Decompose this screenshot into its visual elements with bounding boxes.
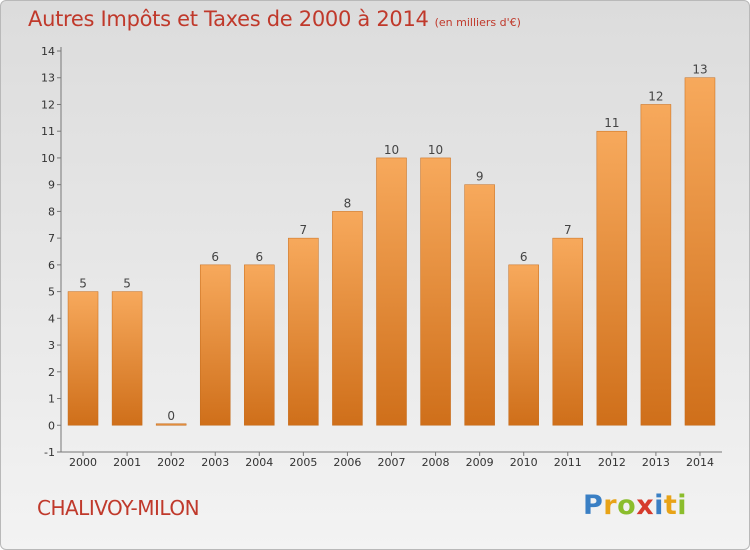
data-label: 5	[123, 277, 131, 291]
bar	[552, 237, 584, 426]
bar	[111, 291, 143, 426]
x-tick-label: 2010	[510, 456, 538, 469]
data-label: 12	[648, 89, 663, 103]
x-tick-label: 2008	[422, 456, 450, 469]
bar	[376, 157, 407, 426]
y-tick-label: 8	[48, 205, 55, 218]
y-tick-label: 3	[48, 339, 55, 352]
y-tick-label: 7	[48, 232, 55, 245]
x-tick-label: 2007	[378, 456, 406, 469]
data-label: 6	[520, 250, 528, 264]
commune-name: CHALIVOY-MILON	[37, 496, 200, 520]
x-tick-label: 2013	[642, 456, 670, 469]
x-tick-label: 2000	[69, 456, 97, 469]
data-label: 11	[604, 116, 619, 130]
bar	[420, 157, 451, 426]
logo-letter: i	[677, 490, 688, 521]
bar	[508, 264, 539, 426]
bar	[244, 264, 275, 426]
y-tick-label: 13	[41, 72, 55, 85]
data-label: 6	[255, 250, 263, 264]
x-tick-label: 2004	[245, 456, 273, 469]
x-tick-label: 2001	[113, 456, 141, 469]
bar	[332, 211, 363, 426]
chart-title: Autres Impôts et Taxes de 2000 à 2014 (en…	[28, 7, 521, 31]
data-label: 0	[167, 409, 175, 423]
x-tick-label: 2006	[333, 456, 361, 469]
chart-title-text: Autres Impôts et Taxes de 2000 à 2014	[28, 7, 429, 31]
bar	[596, 130, 628, 426]
bar	[288, 237, 319, 426]
x-tick-label: 2002	[157, 456, 185, 469]
x-tick-label: 2011	[554, 456, 582, 469]
data-label: 9	[476, 170, 484, 184]
bar	[199, 264, 231, 426]
y-tick-label: 5	[48, 286, 55, 299]
data-label: 10	[384, 143, 399, 157]
data-label: 7	[300, 223, 308, 237]
bar	[640, 104, 672, 426]
logo-letter: t	[663, 490, 678, 521]
y-tick-label: 1	[48, 393, 55, 406]
data-label: 7	[564, 223, 572, 237]
logo-letter: P	[583, 490, 604, 521]
x-tick-label: 2009	[466, 456, 494, 469]
y-tick-label: 11	[41, 125, 55, 138]
y-tick-label: 10	[41, 152, 55, 165]
x-tick-label: 2014	[686, 456, 714, 469]
chart-unit-note: (en milliers d'€)	[434, 16, 521, 29]
y-tick-label: 0	[48, 419, 55, 432]
y-tick-label: -1	[44, 446, 55, 459]
logo-letter: x	[636, 490, 655, 521]
x-tick-label: 2012	[598, 456, 626, 469]
logo-letter: r	[603, 490, 618, 521]
y-tick-label: 12	[41, 98, 55, 111]
logo-letter: i	[654, 490, 664, 521]
x-tick-label: 2003	[201, 456, 229, 469]
y-tick-label: 9	[48, 179, 55, 192]
logo-letter: o	[617, 490, 637, 521]
bar	[464, 184, 495, 426]
y-tick-label: 2	[48, 366, 55, 379]
data-label: 6	[211, 250, 219, 264]
proxiti-logo: Proxiti	[583, 490, 687, 521]
data-label: 8	[344, 196, 352, 210]
data-label: 5	[79, 277, 87, 291]
x-tick-label: 2005	[289, 456, 317, 469]
data-label: 13	[692, 63, 707, 77]
y-tick-label: 14	[41, 45, 55, 58]
bar	[155, 423, 187, 426]
data-label: 10	[428, 143, 443, 157]
y-tick-label: 4	[48, 312, 55, 325]
y-tick-label: 6	[48, 259, 55, 272]
bar	[67, 291, 99, 426]
bar	[684, 77, 716, 426]
